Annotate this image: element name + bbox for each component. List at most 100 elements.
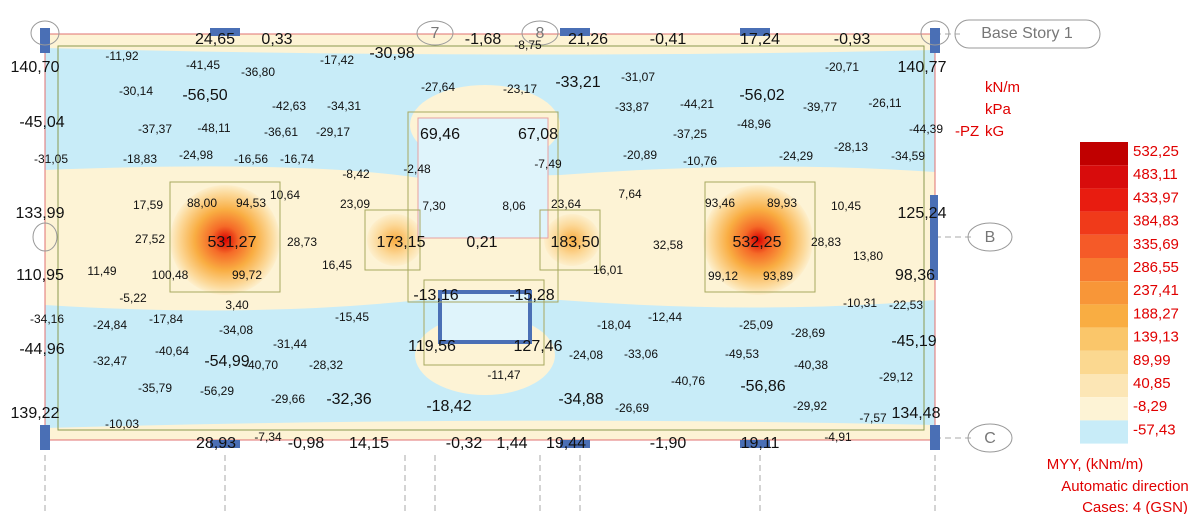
- value-label: 10,64: [270, 188, 300, 202]
- unit: kPa: [985, 101, 1012, 118]
- value-label: -29,17: [316, 125, 350, 139]
- value-label: 531,27: [208, 234, 257, 251]
- value-label: 140,70: [11, 59, 60, 76]
- value-label: -11,47: [487, 368, 520, 382]
- legend-swatch: [1080, 374, 1128, 397]
- legend-swatch: [1080, 304, 1128, 327]
- value-label: 133,99: [16, 205, 65, 222]
- value-label: -27,64: [421, 80, 455, 94]
- value-label: 23,09: [340, 197, 370, 211]
- value-label: 140,77: [898, 59, 947, 76]
- value-label: -44,21: [680, 97, 714, 111]
- value-label: 32,58: [653, 238, 683, 252]
- value-label: -31,07: [621, 70, 655, 84]
- value-label: -22,53: [889, 298, 923, 312]
- value-label: -24,84: [93, 318, 127, 332]
- legend-label: 40,85: [1133, 375, 1171, 392]
- value-label: -18,42: [426, 398, 471, 415]
- value-label: -40,76: [671, 374, 705, 388]
- value-label: 69,46: [420, 126, 460, 143]
- value-label: 28,73: [287, 235, 317, 249]
- value-label: -30,14: [119, 84, 153, 98]
- value-label: -44,96: [19, 341, 64, 358]
- value-label: -8,42: [342, 167, 370, 181]
- value-label: -56,02: [739, 87, 784, 104]
- value-label: 173,15: [377, 234, 426, 251]
- value-label: -33,21: [555, 74, 600, 91]
- value-label: -11,92: [105, 49, 138, 63]
- value-label: -0,98: [288, 435, 325, 452]
- value-label: 98,36: [895, 267, 935, 284]
- grid-label: C: [984, 430, 996, 447]
- value-label: -16,56: [234, 152, 268, 166]
- value-label: 0,21: [466, 234, 497, 251]
- result-map: 7 8 B C Base Story 1 kN/m kPa -PZ kG MYY…: [0, 0, 1201, 514]
- legend-label: 286,55: [1133, 259, 1179, 276]
- value-label: -7,57: [859, 411, 887, 425]
- legend-swatch: [1080, 258, 1128, 281]
- value-label: 7,64: [618, 187, 642, 201]
- value-label: -45,19: [891, 333, 936, 350]
- value-label: 19,11: [741, 435, 780, 452]
- legend-label: 188,27: [1133, 305, 1179, 322]
- value-label: -32,36: [326, 391, 371, 408]
- value-label: -34,16: [30, 312, 64, 326]
- value-label: 28,83: [811, 235, 841, 249]
- legend-label: 483,11: [1133, 166, 1178, 183]
- value-label: 17,24: [740, 31, 780, 48]
- legend-label: 89,99: [1133, 352, 1171, 369]
- legend-swatch: [1080, 281, 1128, 304]
- value-label: -13,16: [413, 287, 458, 304]
- value-label: 88,00: [187, 196, 217, 210]
- value-label: -10,76: [683, 154, 717, 168]
- value-label: 13,80: [853, 249, 883, 263]
- value-label: 93,89: [763, 269, 793, 283]
- value-label: -18,04: [597, 318, 631, 332]
- value-label: -4,91: [824, 430, 852, 444]
- value-label: -29,92: [793, 399, 827, 413]
- value-label: 100,48: [152, 268, 189, 282]
- value-label: -2,48: [403, 162, 431, 176]
- value-label: -16,74: [280, 152, 314, 166]
- footer-text: Cases: 4 (GSN): [1082, 499, 1188, 514]
- legend-swatch: [1080, 165, 1128, 188]
- legend-label: -8,29: [1133, 398, 1167, 415]
- legend-swatch: [1080, 142, 1128, 165]
- value-label: -45,04: [19, 114, 64, 131]
- value-label: -18,83: [123, 152, 157, 166]
- value-label: 139,22: [11, 405, 60, 422]
- value-label: 8,06: [502, 199, 526, 213]
- value-label: 134,48: [892, 405, 941, 422]
- legend-label: 433,97: [1133, 189, 1179, 206]
- value-label: 24,65: [195, 31, 235, 48]
- value-label: -28,69: [791, 326, 825, 340]
- value-label: -41,45: [186, 58, 220, 72]
- value-label: -37,37: [138, 122, 172, 136]
- value-label: 99,72: [232, 268, 262, 282]
- value-label: 23,64: [551, 197, 581, 211]
- legend-swatch: [1080, 235, 1128, 258]
- value-label: 0,33: [261, 31, 292, 48]
- value-label: -36,80: [241, 65, 275, 79]
- value-label: 27,52: [135, 232, 165, 246]
- legend-swatch: [1080, 212, 1128, 235]
- unit: kN/m: [985, 79, 1020, 96]
- value-label: 10,45: [831, 199, 861, 213]
- value-label: -30,98: [369, 45, 414, 62]
- value-label: -26,11: [868, 96, 901, 110]
- value-label: -24,08: [569, 348, 603, 362]
- value-label: 11,49: [87, 264, 116, 278]
- value-label: 28,93: [196, 435, 236, 452]
- value-label: -0,93: [834, 31, 871, 48]
- value-label: 119,56: [408, 338, 456, 355]
- value-label: 67,08: [518, 126, 558, 143]
- value-label: 99,12: [708, 269, 738, 283]
- value-label: -48,96: [737, 117, 771, 131]
- value-label: -28,13: [834, 140, 868, 154]
- legend-swatch: [1080, 188, 1128, 211]
- legend-label: 532,25: [1133, 143, 1179, 160]
- footer-text: MYY, (kNm/m): [1047, 456, 1143, 473]
- value-label: 14,15: [349, 435, 389, 452]
- value-label: -42,63: [272, 99, 306, 113]
- value-label: -33,06: [624, 347, 658, 361]
